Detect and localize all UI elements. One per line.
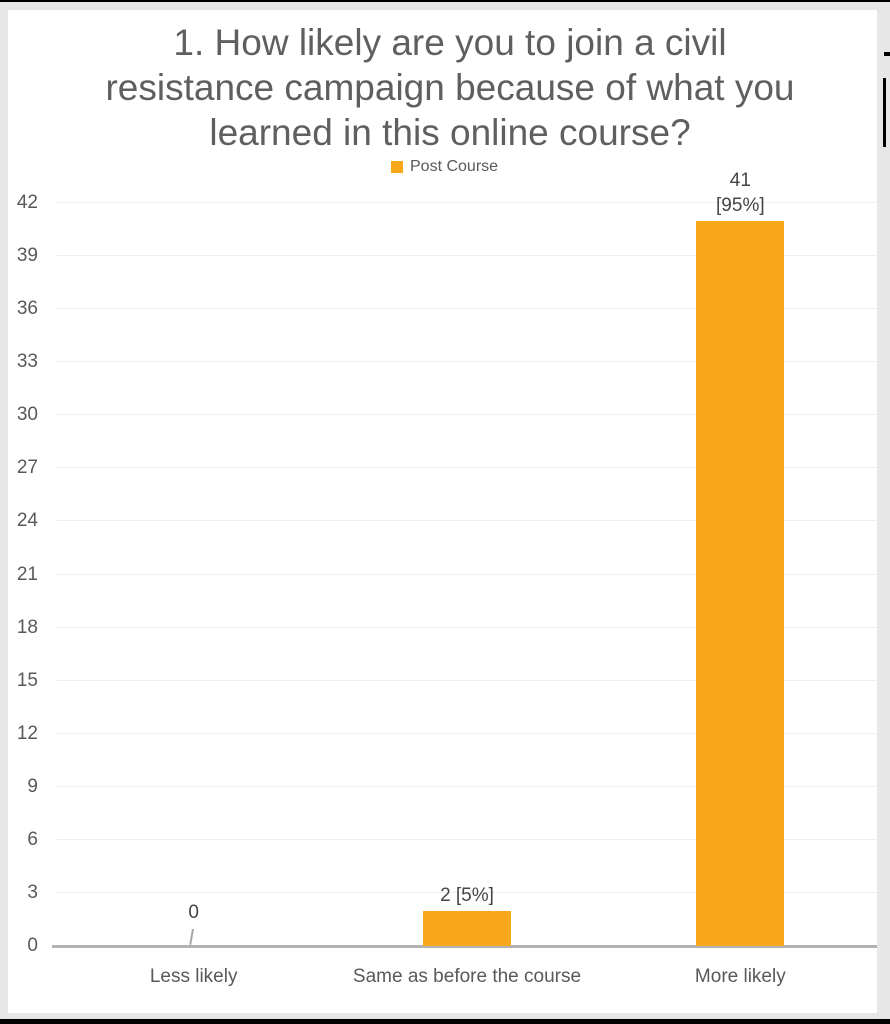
gridline — [57, 785, 877, 787]
gridline — [57, 838, 877, 840]
data-label-more-likely: 41 [95%] — [604, 168, 876, 218]
x-axis-label-more-likely: More likely — [694, 966, 786, 987]
bottom-border — [0, 1019, 890, 1024]
y-axis-tick-label: 30 — [16, 404, 38, 426]
data-label-same-as-before-the-course: 2 [5%] — [331, 883, 603, 908]
data-label-less-likely: 0 — [58, 900, 330, 925]
gridline — [57, 308, 877, 310]
x-axis-line — [52, 945, 877, 948]
y-axis-tick-label: 0 — [27, 935, 38, 956]
chart-title-line-2: resistance campaign because of what you — [105, 67, 795, 108]
gridline — [57, 202, 877, 203]
y-axis-tick-label: 39 — [16, 245, 38, 267]
y-axis-tick-label: 3 — [27, 881, 38, 903]
legend: Post Course — [391, 158, 498, 176]
zero-value-leader-line — [188, 928, 194, 945]
y-axis-tick-label: 33 — [16, 351, 38, 373]
gridline — [57, 361, 877, 363]
data-label-line: 41 — [729, 169, 751, 191]
gridline — [57, 573, 877, 575]
gridline — [57, 891, 877, 893]
scrollbar-track-mark — [884, 52, 890, 56]
x-axis-label-less-likely: Less likely — [149, 966, 238, 987]
data-label-line: 0 — [188, 902, 199, 923]
top-border — [0, 0, 890, 2]
y-axis-tick-label: 12 — [16, 722, 38, 744]
legend-label: Post Course — [410, 158, 499, 175]
y-axis-tick-label: 15 — [16, 669, 38, 691]
bar-more-likely — [696, 220, 785, 946]
legend-swatch-icon — [391, 161, 403, 173]
gridline — [57, 467, 877, 469]
gridline — [57, 679, 877, 681]
gridline — [57, 255, 877, 257]
y-axis-tick-label: 24 — [16, 510, 38, 532]
gridline — [57, 732, 877, 734]
data-label-line: [95%] — [716, 194, 765, 216]
y-axis-tick-label: 9 — [27, 775, 38, 797]
x-axis-label-same-as-before-the-course: Same as before the course — [352, 966, 582, 987]
y-axis-tick-label: 27 — [16, 457, 38, 479]
y-axis-tick-label: 6 — [27, 828, 38, 850]
scrollbar-thumb[interactable] — [883, 78, 886, 147]
chart-title-line-1: 1. How likely are you to join a civil — [173, 22, 727, 63]
gridline — [57, 414, 877, 416]
chart-title: 1. How likely are you to join a civil re… — [10, 20, 890, 155]
y-axis-tick-label: 21 — [16, 563, 38, 585]
chart-title-line-3: learned in this online course? — [209, 112, 691, 153]
gridline — [57, 626, 877, 628]
gridline — [57, 520, 877, 522]
y-axis-tick-label: 36 — [16, 298, 38, 320]
bar-same-as-before-the-course — [423, 910, 511, 946]
data-label-line: 2 [5%] — [440, 884, 494, 906]
y-axis-tick-label: 42 — [16, 192, 38, 213]
y-axis-tick-label: 18 — [16, 616, 38, 638]
